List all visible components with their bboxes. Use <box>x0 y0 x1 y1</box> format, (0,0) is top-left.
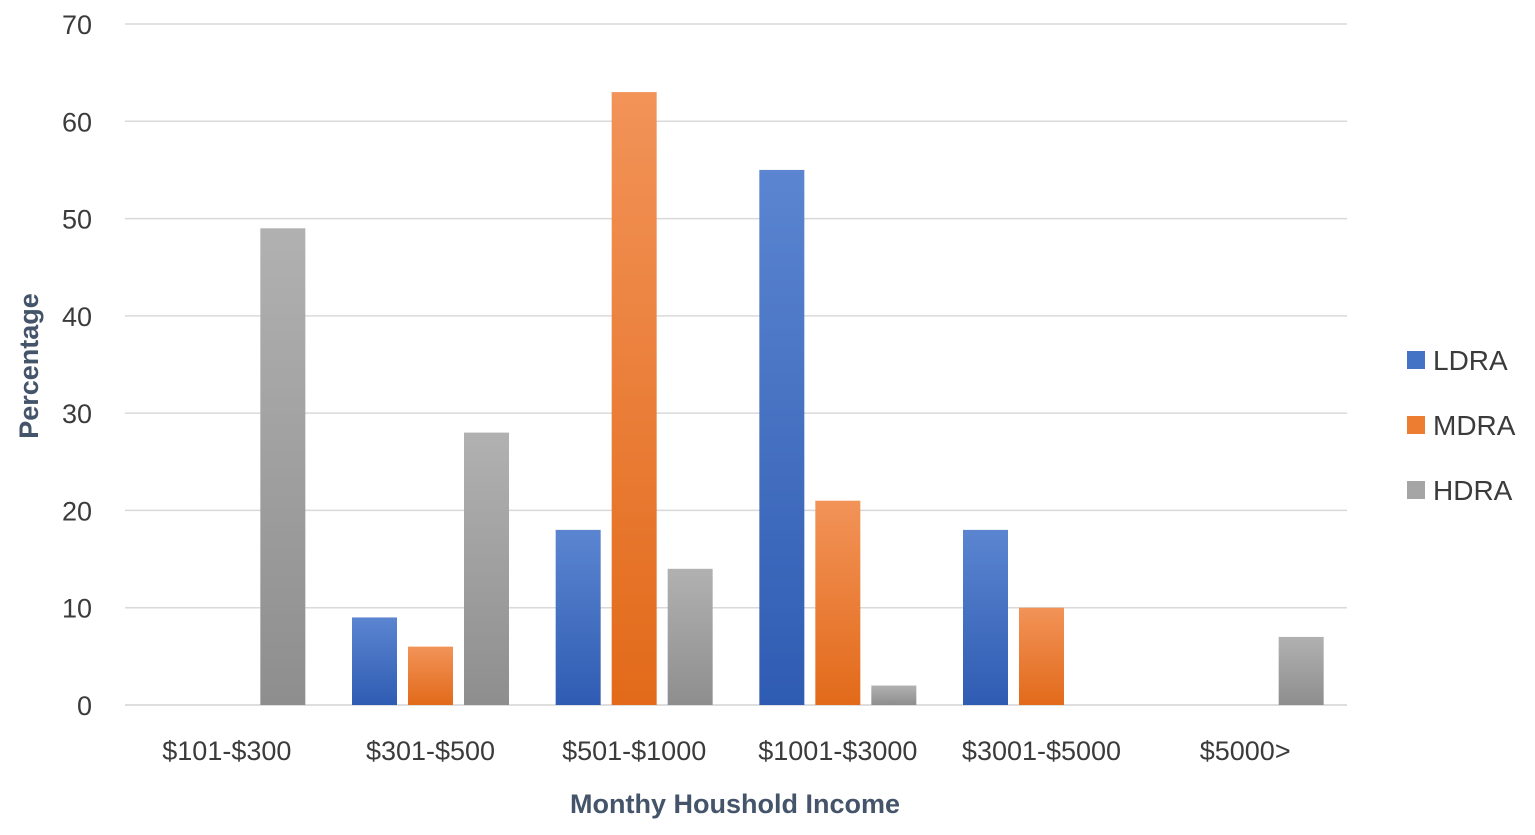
bar-hdra-3 <box>871 685 917 705</box>
y-tick-label: 40 <box>62 302 92 332</box>
y-axis-title: Percentage <box>14 293 44 439</box>
bar-hdra-0 <box>260 228 306 706</box>
legend-label-mdra: MDRA <box>1433 410 1516 441</box>
x-tick-label: $301-$500 <box>366 736 495 766</box>
bar-mdra-4 <box>1019 607 1064 705</box>
bar-ldra-2 <box>555 529 601 705</box>
bar-mdra-3 <box>815 500 861 705</box>
x-tick-label: $5000> <box>1200 736 1291 766</box>
x-tick-label: $3001-$5000 <box>962 736 1121 766</box>
bar-ldra-4 <box>963 529 1008 705</box>
y-axis-ticks: 0 10 20 30 40 50 60 70 <box>62 10 92 721</box>
bar-hdra-2 <box>667 568 713 705</box>
y-tick-label: 70 <box>62 10 92 40</box>
bar-mdra-2 <box>611 92 657 706</box>
gridlines <box>125 23 1347 706</box>
bar-hdra-5 <box>1278 636 1324 705</box>
x-axis-ticks: $101-$300 $301-$500 $501-$1000 $1001-$3000 $… <box>162 736 1290 766</box>
y-tick-label: 10 <box>62 594 92 624</box>
y-tick-label: 0 <box>77 691 92 721</box>
y-tick-label: 30 <box>62 399 92 429</box>
bar-hdra-1 <box>464 432 509 705</box>
bar-ldra-1 <box>352 617 397 705</box>
y-tick-label: 50 <box>62 205 92 235</box>
legend-label-hdra: HDRA <box>1433 475 1513 506</box>
x-axis-title: Monthy Houshold Income <box>570 789 900 819</box>
bar-mdra-1 <box>408 646 453 705</box>
bar-ldra-3 <box>759 169 805 705</box>
x-tick-label: $101-$300 <box>162 736 291 766</box>
legend: LDRA MDRA HDRA <box>1407 345 1516 506</box>
legend-label-ldra: LDRA <box>1433 345 1508 376</box>
legend-swatch-hdra <box>1407 481 1425 499</box>
bars <box>260 92 1324 706</box>
y-tick-label: 60 <box>62 107 92 137</box>
y-tick-label: 20 <box>62 496 92 526</box>
legend-swatch-ldra <box>1407 351 1425 369</box>
x-tick-label: $1001-$3000 <box>758 736 917 766</box>
legend-swatch-mdra <box>1407 416 1425 434</box>
x-tick-label: $501-$1000 <box>562 736 706 766</box>
